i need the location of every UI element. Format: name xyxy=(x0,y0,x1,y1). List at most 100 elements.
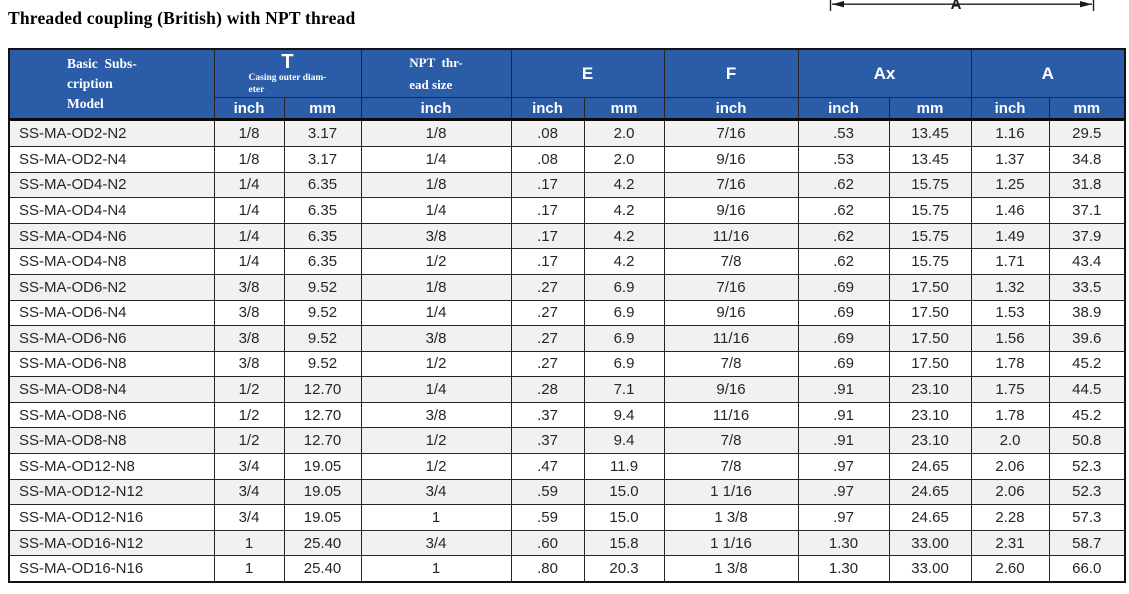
table-row: SS-MA-OD2-N4 1/8 3.17 1/4 .08 2.0 9/16 .… xyxy=(8,145,1126,173)
cell-ax-mm: 15.75 xyxy=(888,222,972,250)
table-row: SS-MA-OD8-N4 1/2 12.70 1/4 .28 7.1 9/16 … xyxy=(8,376,1126,403)
cell-f-inch: 7/8 xyxy=(663,350,799,378)
cell-f-inch: 7/8 xyxy=(663,453,799,480)
table-header: Basic Subs- cription Model T Casing oute… xyxy=(8,48,1126,121)
cell-e-mm: 4.2 xyxy=(583,248,665,275)
table-row: SS-MA-OD4-N6 1/4 6.35 3/8 .17 4.2 11/16 … xyxy=(8,222,1126,250)
cell-e-inch: .27 xyxy=(510,350,585,378)
unit-npt-inch: inch xyxy=(360,97,512,121)
cell-e-mm: 9.4 xyxy=(583,401,665,429)
header-t: T Casing outer diam- eter xyxy=(213,48,362,99)
cell-a-mm: 45.2 xyxy=(1048,401,1126,429)
unit-t-inch: inch xyxy=(213,97,285,121)
cell-t-mm: 9.52 xyxy=(283,299,362,327)
cell-a-inch: 1.16 xyxy=(970,119,1050,147)
cell-e-inch: .27 xyxy=(510,299,585,327)
cell-e-inch: .08 xyxy=(510,145,585,173)
cell-t-inch: 1/2 xyxy=(213,401,285,429)
cell-t-mm: 3.17 xyxy=(283,145,362,173)
cell-e-inch: .17 xyxy=(510,222,585,250)
cell-ax-mm: 33.00 xyxy=(888,555,972,583)
cell-t-mm: 25.40 xyxy=(283,555,362,583)
cell-a-mm: 34.8 xyxy=(1048,145,1126,173)
table-row: SS-MA-OD2-N2 1/8 3.17 1/8 .08 2.0 7/16 .… xyxy=(8,119,1126,147)
table-row: SS-MA-OD8-N6 1/2 12.70 3/8 .37 9.4 11/16… xyxy=(8,401,1126,429)
table-row: SS-MA-OD6-N8 3/8 9.52 1/2 .27 6.9 7/8 .6… xyxy=(8,350,1126,378)
unit-e-mm: mm xyxy=(583,97,665,121)
cell-a-mm: 33.5 xyxy=(1048,273,1126,301)
cell-f-inch: 9/16 xyxy=(663,299,799,327)
cell-ax-mm: 17.50 xyxy=(888,273,972,301)
cell-e-inch: .37 xyxy=(510,427,585,455)
cell-model: SS-MA-OD12-N8 xyxy=(8,453,215,480)
cell-npt-inch: 1/4 xyxy=(360,197,512,224)
cell-ax-mm: 33.00 xyxy=(888,529,972,557)
cell-t-inch: 1 xyxy=(213,529,285,557)
cell-npt-inch: 1/2 xyxy=(360,427,512,455)
cell-f-inch: 9/16 xyxy=(663,145,799,173)
cell-ax-inch: .69 xyxy=(797,299,890,327)
table-body: SS-MA-OD2-N2 1/8 3.17 1/8 .08 2.0 7/16 .… xyxy=(8,119,1126,583)
cell-t-mm: 12.70 xyxy=(283,401,362,429)
header-t-sublabel: Casing outer diam- eter xyxy=(248,73,327,96)
cell-t-mm: 19.05 xyxy=(283,453,362,480)
cell-a-inch: 1.49 xyxy=(970,222,1050,250)
cell-a-mm: 37.9 xyxy=(1048,222,1126,250)
cell-f-inch: 11/16 xyxy=(663,222,799,250)
unit-ax-inch: inch xyxy=(797,97,890,121)
header-unit-row: inch mm inch inch mm inch inch mm inch m… xyxy=(9,97,1126,121)
cell-t-mm: 25.40 xyxy=(283,529,362,557)
cell-f-inch: 1 3/8 xyxy=(663,504,799,531)
cell-model: SS-MA-OD12-N12 xyxy=(8,478,215,506)
unit-e-inch: inch xyxy=(510,97,585,121)
cell-model: SS-MA-OD12-N16 xyxy=(8,504,215,531)
dimension-arrowhead-right xyxy=(1080,1,1092,8)
cell-e-mm: 6.9 xyxy=(583,273,665,301)
cell-ax-mm: 15.75 xyxy=(888,197,972,224)
table-row: SS-MA-OD12-N8 3/4 19.05 1/2 .47 11.9 7/8… xyxy=(8,453,1126,480)
header-a: A xyxy=(970,48,1126,99)
cell-e-inch: .17 xyxy=(510,248,585,275)
cell-t-inch: 1/8 xyxy=(213,119,285,147)
cell-f-inch: 9/16 xyxy=(663,197,799,224)
cell-a-mm: 31.8 xyxy=(1048,171,1126,199)
cell-model: SS-MA-OD16-N12 xyxy=(8,529,215,557)
cell-model: SS-MA-OD4-N2 xyxy=(8,171,215,199)
cell-ax-inch: .53 xyxy=(797,145,890,173)
cell-ax-mm: 23.10 xyxy=(888,427,972,455)
cell-e-inch: .80 xyxy=(510,555,585,583)
cell-f-inch: 1 1/16 xyxy=(663,478,799,506)
cell-t-inch: 3/4 xyxy=(213,453,285,480)
cell-ax-inch: 1.30 xyxy=(797,555,890,583)
cell-t-mm: 6.35 xyxy=(283,197,362,224)
cell-t-inch: 3/8 xyxy=(213,325,285,352)
cell-f-inch: 7/8 xyxy=(663,427,799,455)
cell-npt-inch: 3/8 xyxy=(360,222,512,250)
cell-npt-inch: 1/8 xyxy=(360,119,512,147)
cell-npt-inch: 1/4 xyxy=(360,299,512,327)
cell-a-inch: 2.06 xyxy=(970,478,1050,506)
table-row: SS-MA-OD12-N16 3/4 19.05 1 .59 15.0 1 3/… xyxy=(8,504,1126,531)
cell-a-mm: 38.9 xyxy=(1048,299,1126,327)
cell-a-inch: 1.32 xyxy=(970,273,1050,301)
cell-a-inch: 2.06 xyxy=(970,453,1050,480)
cell-t-inch: 3/8 xyxy=(213,350,285,378)
cell-e-mm: 4.2 xyxy=(583,171,665,199)
cell-model: SS-MA-OD16-N16 xyxy=(8,555,215,583)
cell-a-mm: 66.0 xyxy=(1048,555,1126,583)
header-ax: Ax xyxy=(797,48,972,99)
cell-e-mm: 20.3 xyxy=(583,555,665,583)
cell-e-inch: .28 xyxy=(510,376,585,403)
cell-a-inch: 1.37 xyxy=(970,145,1050,173)
cell-npt-inch: 1/8 xyxy=(360,273,512,301)
cell-a-inch: 1.75 xyxy=(970,376,1050,403)
table-row: SS-MA-OD16-N16 1 25.40 1 .80 20.3 1 3/8 … xyxy=(8,555,1126,583)
cell-ax-mm: 13.45 xyxy=(888,119,972,147)
cell-a-mm: 37.1 xyxy=(1048,197,1126,224)
cell-model: SS-MA-OD2-N4 xyxy=(8,145,215,173)
header-t-label: T xyxy=(281,51,294,73)
table-row: SS-MA-OD16-N12 1 25.40 3/4 .60 15.8 1 1/… xyxy=(8,529,1126,557)
cell-e-inch: .59 xyxy=(510,478,585,506)
cell-f-inch: 7/16 xyxy=(663,119,799,147)
cell-a-inch: 2.0 xyxy=(970,427,1050,455)
